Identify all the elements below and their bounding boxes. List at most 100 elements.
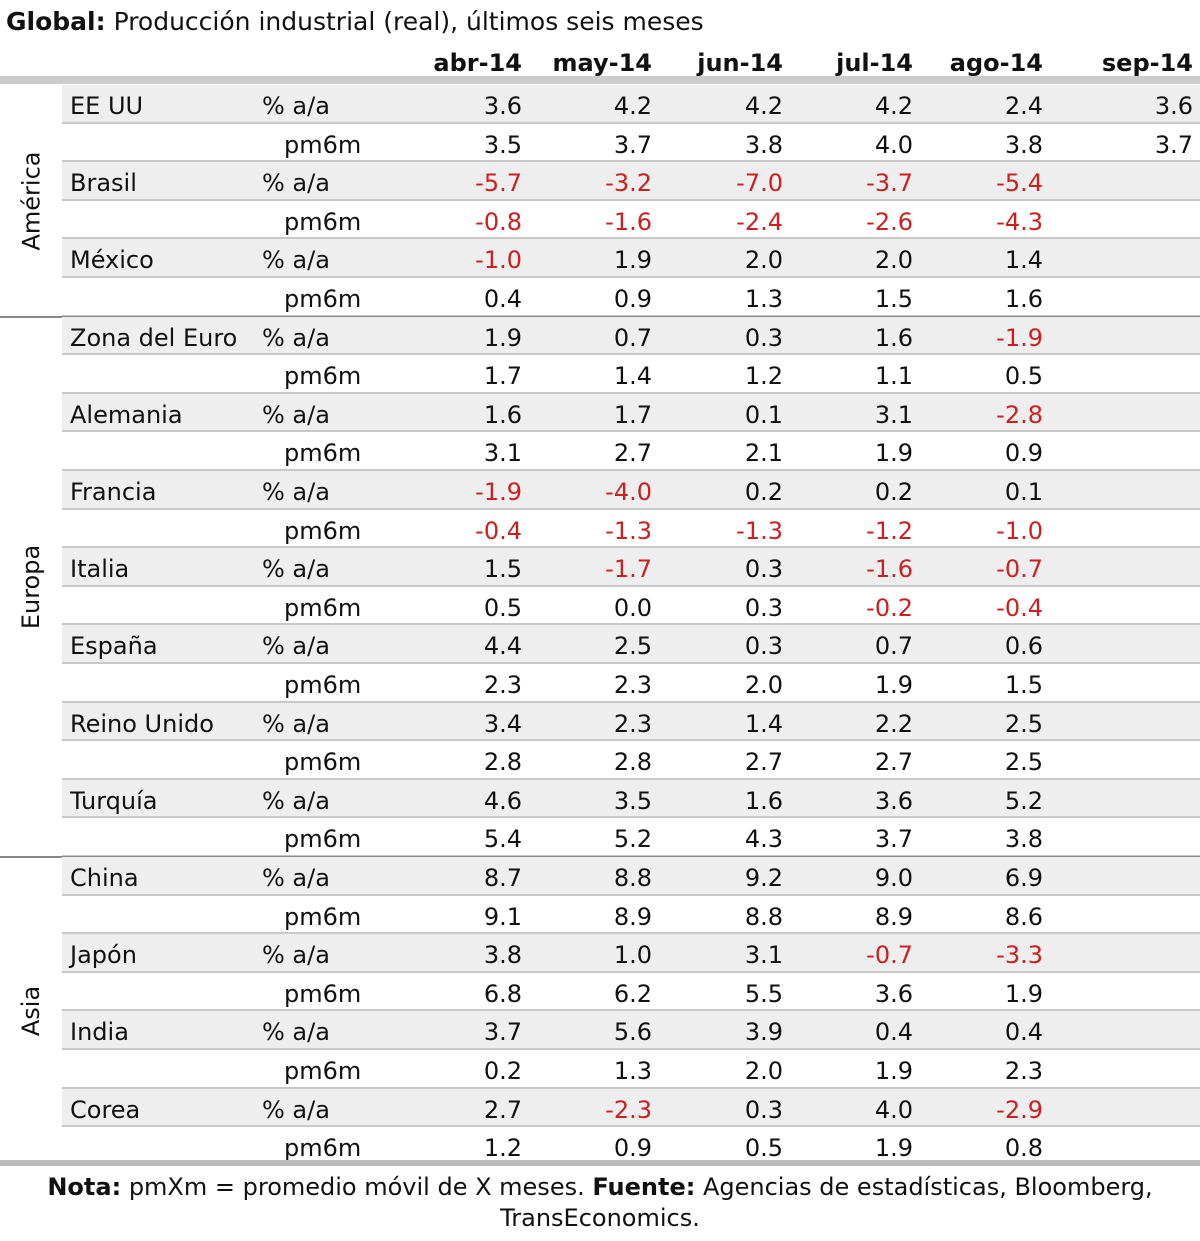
value-cell: 0.8	[1004, 1134, 1043, 1163]
value-cell: 2.5	[613, 632, 652, 661]
country-name: España	[70, 632, 158, 661]
value-cell: -1.3	[605, 516, 652, 545]
measure-label: pm6m	[284, 748, 362, 777]
table-row: Turquía % a/a 4.6 3.5 1.6 3.6 5.2	[62, 779, 1200, 819]
value-cell: 0.9	[613, 285, 652, 313]
value-cell: 3.1	[744, 941, 783, 970]
value-cell: 3.8	[1004, 825, 1043, 854]
value-cell: 2.2	[874, 709, 913, 738]
value-cell: 5.2	[613, 825, 652, 854]
value-cell: 1.2	[744, 362, 783, 391]
value-cell: 1.5	[483, 555, 522, 584]
region-label: América	[0, 85, 62, 317]
source-text-line1: Agencias de estadísticas, Bloomberg,	[695, 1173, 1153, 1201]
table-row: China % a/a 8.7 8.8 9.2 9.0 6.9	[62, 857, 1200, 896]
measure-label: pm6m	[284, 362, 362, 391]
value-cell: -2.6	[866, 207, 913, 236]
bottom-rule	[0, 1160, 1200, 1166]
measure-label: pm6m	[284, 1057, 362, 1085]
table-row: pm6m -0.8 -1.6 -2.4 -2.6 -4.3	[62, 201, 1200, 240]
measure-label: % a/a	[262, 786, 330, 815]
value-cell: 3.5	[483, 130, 522, 159]
value-cell: 3.6	[874, 786, 913, 815]
value-cell: 2.0	[744, 246, 783, 275]
value-cell: 1.9	[483, 323, 522, 352]
column-header: jul-14	[836, 49, 913, 77]
country-name: Corea	[70, 1095, 141, 1124]
country-name: Brasil	[70, 169, 137, 198]
table-row: Italia % a/a 1.5 -1.7 0.3 -1.6 -0.7	[62, 548, 1200, 587]
column-header: may-14	[552, 49, 652, 77]
value-cell: 1.3	[744, 285, 783, 313]
country-name: Zona del Euro	[70, 323, 238, 352]
measure-label: pm6m	[284, 902, 362, 931]
value-cell: 0.0	[613, 593, 652, 622]
region-label: Asia	[0, 857, 62, 1166]
value-cell: 6.2	[613, 979, 652, 1008]
value-cell: 8.9	[613, 902, 652, 931]
source-text-line2: TransEconomics.	[500, 1204, 700, 1232]
value-cell: 2.8	[613, 748, 652, 777]
value-cell: 5.6	[613, 1018, 652, 1047]
measure-label: pm6m	[284, 439, 362, 468]
measure-label: % a/a	[262, 400, 330, 429]
region-label-text: Asia	[16, 986, 45, 1037]
value-cell: 1.5	[874, 285, 913, 313]
value-cell: 1.6	[483, 400, 522, 429]
value-cell: 8.7	[483, 864, 522, 892]
value-cell: -0.4	[996, 593, 1043, 622]
value-cell: 9.0	[874, 864, 913, 892]
value-cell: 2.1	[744, 439, 783, 468]
country-name: Reino Unido	[70, 709, 214, 738]
value-cell: 1.2	[483, 1134, 522, 1163]
table-row: Francia % a/a -1.9 -4.0 0.2 0.2 0.1	[62, 471, 1200, 510]
value-cell: 3.5	[613, 786, 652, 815]
country-name: Alemania	[70, 400, 183, 429]
measure-label: % a/a	[262, 478, 330, 506]
table-row: pm6m 6.8 6.2 5.5 3.6 1.9	[62, 973, 1200, 1012]
value-cell: -1.2	[866, 516, 913, 545]
value-cell: 0.3	[744, 593, 783, 622]
table-row: pm6m 2.3 2.3 2.0 1.9 1.5	[62, 664, 1200, 703]
value-cell: 2.7	[874, 748, 913, 777]
value-cell: 1.9	[613, 246, 652, 275]
value-cell: 0.6	[1004, 632, 1043, 661]
value-cell: 4.4	[483, 632, 522, 661]
value-cell: 8.6	[1004, 902, 1043, 931]
value-cell: 1.5	[1004, 671, 1043, 699]
value-cell: 3.7	[483, 1018, 522, 1047]
value-cell: 2.3	[483, 671, 522, 699]
table-row: pm6m 9.1 8.9 8.8 8.9 8.6	[62, 896, 1200, 935]
value-cell: 0.7	[613, 323, 652, 352]
measure-label: pm6m	[284, 516, 362, 545]
value-cell: -1.9	[475, 478, 522, 506]
table-row: pm6m 0.4 0.9 1.3 1.5 1.6	[62, 278, 1200, 317]
value-cell: 3.7	[874, 825, 913, 854]
header-rule	[0, 76, 1200, 84]
value-cell: -0.7	[866, 941, 913, 970]
value-cell: 3.4	[483, 709, 522, 738]
table-row: EE UU % a/a 3.6 4.2 4.2 4.2 2.4 3.6	[62, 85, 1200, 124]
country-name: Turquía	[70, 786, 158, 815]
table-row: México % a/a -1.0 1.9 2.0 2.0 1.4	[62, 239, 1200, 278]
value-cell: -2.3	[605, 1095, 652, 1124]
value-cell: 3.8	[744, 130, 783, 159]
value-cell: -1.3	[736, 516, 783, 545]
value-cell: -3.7	[866, 169, 913, 198]
value-cell: -5.7	[475, 169, 522, 198]
value-cell: 3.1	[483, 439, 522, 468]
country-name: Italia	[70, 555, 130, 584]
measure-label: % a/a	[262, 169, 330, 198]
measure-label: % a/a	[262, 709, 330, 738]
value-cell: 2.7	[613, 439, 652, 468]
value-cell: 6.8	[483, 979, 522, 1008]
table-row: India % a/a 3.7 5.6 3.9 0.4 0.4	[62, 1011, 1200, 1050]
table-row: Reino Unido % a/a 3.4 2.3 1.4 2.2 2.5	[62, 702, 1200, 742]
footnote: Nota: pmXm = promedio móvil de X meses. …	[0, 1172, 1200, 1234]
value-cell: 1.9	[874, 671, 913, 699]
value-cell: 2.0	[744, 671, 783, 699]
value-cell: 2.7	[744, 748, 783, 777]
source-label: Fuente:	[592, 1173, 696, 1201]
value-cell: 0.7	[874, 632, 913, 661]
